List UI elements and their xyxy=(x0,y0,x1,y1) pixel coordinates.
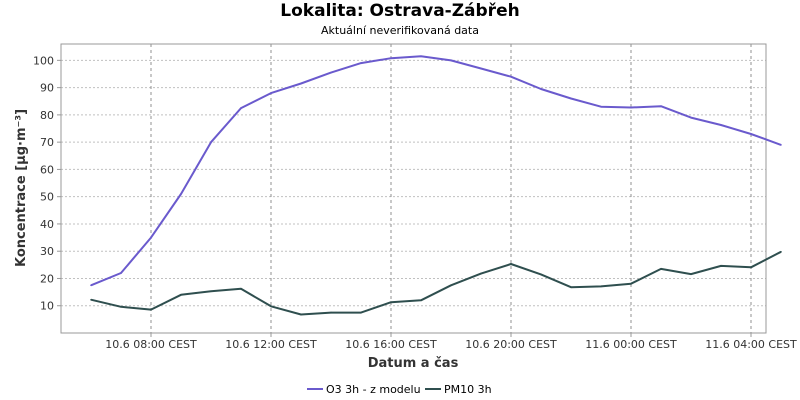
y-tick-label: 90 xyxy=(40,82,54,95)
data-point xyxy=(630,106,632,109)
plot-frame xyxy=(60,43,767,334)
data-point xyxy=(210,141,212,143)
data-point xyxy=(750,133,752,135)
data-point xyxy=(120,272,122,274)
data-point xyxy=(390,301,392,303)
data-point xyxy=(150,236,152,239)
data-point xyxy=(300,82,302,85)
legend: O3 3h - z modelu PM10 3h xyxy=(307,383,492,396)
data-point xyxy=(510,75,512,78)
y-tick-label: 30 xyxy=(40,245,54,258)
data-point xyxy=(510,263,512,265)
y-axis-label: Koncentrace [µg·m⁻³] xyxy=(14,109,29,267)
data-point xyxy=(660,105,662,107)
data-point xyxy=(120,306,122,308)
data-point xyxy=(780,250,782,253)
data-point xyxy=(570,97,572,100)
data-point xyxy=(540,88,542,90)
data-point xyxy=(360,311,362,314)
y-axis: 10 20 30 40 50 60 70 80 90 100 xyxy=(33,54,61,313)
data-point xyxy=(180,294,182,296)
data-point xyxy=(240,288,242,290)
x-tick-label: 10.6 12:00 CEST xyxy=(225,338,317,351)
y-tick-label: 40 xyxy=(40,218,54,231)
y-tick-label: 20 xyxy=(40,272,54,285)
data-point xyxy=(390,57,392,59)
data-point xyxy=(210,290,212,293)
x-tick-label: 11.6 04:00 CEST xyxy=(705,338,797,351)
data-point xyxy=(600,105,602,108)
x-tick-label: 10.6 20:00 CEST xyxy=(465,338,557,351)
legend-label-o3: O3 3h - z modelu xyxy=(326,383,421,396)
data-point xyxy=(780,144,782,146)
data-point xyxy=(270,92,272,94)
data-point xyxy=(720,124,722,126)
y-tick-label: 60 xyxy=(40,163,54,176)
x-axis: 10.6 08:00 CEST 10.6 12:00 CEST 10.6 16:00… xyxy=(105,333,797,351)
y-tick-label: 10 xyxy=(40,300,54,313)
data-point xyxy=(150,308,152,311)
data-point xyxy=(540,273,542,276)
data-point xyxy=(90,284,92,287)
grid-layer xyxy=(61,44,766,333)
data-point xyxy=(660,268,662,270)
data-point xyxy=(240,107,242,109)
data-point xyxy=(330,311,332,314)
data-point xyxy=(480,67,482,70)
data-point xyxy=(420,299,422,302)
data-point xyxy=(420,55,422,58)
x-tick-label: 10.6 16:00 CEST xyxy=(345,338,437,351)
y-tick-label: 70 xyxy=(40,136,54,149)
chart-subtitle: Aktuální neverifikovaná data xyxy=(321,24,479,37)
x-tick-label: 11.6 00:00 CEST xyxy=(585,338,677,351)
data-point xyxy=(270,305,272,308)
data-point xyxy=(300,313,302,316)
series-line-o3 xyxy=(90,55,782,287)
data-point xyxy=(480,272,482,275)
data-point xyxy=(690,116,692,119)
series-layer xyxy=(90,55,782,316)
data-point xyxy=(180,193,182,195)
data-point xyxy=(750,266,752,269)
data-point xyxy=(450,59,452,62)
data-point xyxy=(630,282,632,285)
legend-label-pm10: PM10 3h xyxy=(444,383,492,396)
y-tick-label: 50 xyxy=(40,191,54,204)
data-point xyxy=(720,265,722,267)
data-point xyxy=(330,71,332,74)
data-point xyxy=(450,284,452,287)
x-tick-label: 10.6 08:00 CEST xyxy=(105,338,197,351)
data-point xyxy=(690,273,692,275)
x-axis-label: Datum a čas xyxy=(368,356,459,371)
y-tick-label: 100 xyxy=(33,54,54,67)
data-point xyxy=(600,285,602,288)
data-point xyxy=(90,298,92,301)
y-tick-label: 80 xyxy=(40,109,54,122)
data-point xyxy=(360,62,362,64)
data-point xyxy=(570,286,572,288)
chart-title: Lokalita: Ostrava-Zábřeh xyxy=(280,1,520,21)
series-line-pm10 xyxy=(90,250,782,316)
